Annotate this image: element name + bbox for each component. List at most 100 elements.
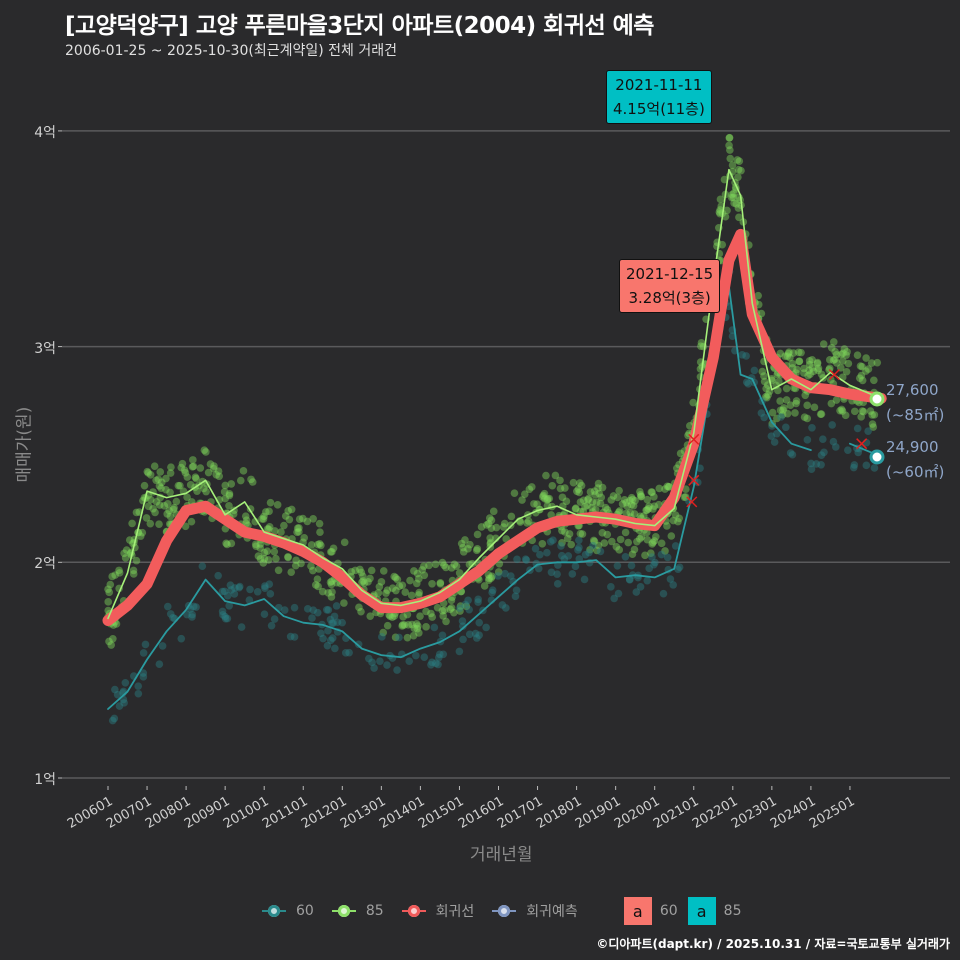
scatter-point-60 xyxy=(331,644,339,653)
scatter-point-85 xyxy=(616,535,625,544)
scatter-point-60 xyxy=(786,449,795,457)
scatter-point-85 xyxy=(627,500,636,509)
scatter-point-85 xyxy=(115,569,124,577)
scatter-point-60 xyxy=(303,605,312,613)
scatter-point-85 xyxy=(311,581,320,589)
scatter-point-85 xyxy=(562,497,571,506)
scatter-point-85 xyxy=(260,512,268,521)
scatter-point-85 xyxy=(264,556,273,564)
scatter-point-85 xyxy=(152,497,161,506)
scatter-point-85 xyxy=(140,481,149,490)
scatter-point-85 xyxy=(414,575,423,583)
scatter-point-85 xyxy=(792,397,801,405)
scatter-point-85 xyxy=(146,495,155,504)
scatter-point-60 xyxy=(253,587,262,596)
scatter-point-85 xyxy=(574,485,583,493)
max-60-callout: 2021-12-15 3.28억(3층) xyxy=(619,259,721,313)
scatter-point-85 xyxy=(202,448,210,456)
scatter-point-60 xyxy=(854,448,863,457)
scatter-point-85 xyxy=(870,411,879,419)
scatter-point-85 xyxy=(450,560,459,569)
scatter-point-60 xyxy=(192,603,200,611)
scatter-point-60 xyxy=(625,575,634,584)
pred-60-label: 24,900 (~60㎡) xyxy=(886,435,944,485)
scatter-point-60 xyxy=(280,606,289,614)
scatter-point-85 xyxy=(212,471,221,479)
scatter-point-85 xyxy=(412,579,421,588)
scatter-point-85 xyxy=(734,165,743,174)
scatter-point-60 xyxy=(828,421,836,429)
scatter-point-85 xyxy=(827,399,836,408)
scatter-point-85 xyxy=(167,463,175,471)
scatter-point-60 xyxy=(767,432,776,440)
scatter-point-85 xyxy=(388,584,397,593)
scatter-point-85 xyxy=(314,582,322,591)
scatter-point-85 xyxy=(280,521,288,530)
scatter-point-85 xyxy=(600,539,609,547)
scatter-point-85 xyxy=(457,539,466,548)
scatter-point-60 xyxy=(657,550,666,559)
scatter-point-85 xyxy=(680,493,689,502)
pred-85-label: 27,600 (~85㎡) xyxy=(886,378,944,428)
scatter-point-85 xyxy=(830,338,838,346)
scatter-point-85 xyxy=(737,166,745,175)
scatter-point-60 xyxy=(166,610,175,618)
scatter-point-85 xyxy=(299,514,307,523)
regression-line xyxy=(102,228,887,626)
scatter-point-85 xyxy=(810,403,819,412)
scatter-point-85 xyxy=(831,355,839,363)
scatter-point-85 xyxy=(477,523,486,531)
scatter-point-60 xyxy=(507,572,515,580)
scatter-point-85 xyxy=(725,141,733,150)
scatter-point-85 xyxy=(285,515,294,524)
scatter-point-85 xyxy=(652,532,660,541)
scatter-point-85 xyxy=(627,493,636,502)
scatter-point-85 xyxy=(395,582,404,590)
scatter-point-85 xyxy=(594,541,603,550)
scatter-point-85 xyxy=(447,564,456,572)
scatter-point-85 xyxy=(189,456,197,464)
scatter-point-85 xyxy=(636,487,644,496)
scatter-point-85 xyxy=(452,562,461,571)
scatter-point-60 xyxy=(338,618,346,627)
callout-value: 3.28억(3층) xyxy=(628,289,711,307)
scatter-point-85 xyxy=(375,582,384,591)
scatter-point-85 xyxy=(270,547,279,556)
scatter-point-60 xyxy=(498,601,507,609)
scatter-point-85 xyxy=(859,407,868,416)
scatter-point-85 xyxy=(486,534,494,542)
scatter-point-60 xyxy=(115,702,124,710)
scatter-point-85 xyxy=(121,554,130,562)
label-box-icon: a xyxy=(687,897,716,925)
scatter-point-85 xyxy=(603,530,612,539)
scatter-point-85 xyxy=(419,562,428,570)
scatter-point-60 xyxy=(461,600,470,609)
scatter-point-60 xyxy=(585,548,593,557)
scatter-point-85 xyxy=(723,206,731,215)
scatter-point-60 xyxy=(817,451,826,459)
scatter-point-85 xyxy=(327,548,335,556)
scatter-point-85 xyxy=(791,409,799,417)
scatter-point-85 xyxy=(813,358,822,367)
scatter-point-85 xyxy=(162,485,170,494)
scatter-point-60 xyxy=(322,605,331,614)
scatter-point-85 xyxy=(108,572,117,581)
y-tick-label: 2억 xyxy=(34,556,56,573)
scatter-point-60 xyxy=(378,633,386,641)
scatter-point-60 xyxy=(290,603,299,612)
scatter-point-85 xyxy=(204,468,213,477)
scatter-point-85 xyxy=(366,574,374,583)
scatter-point-85 xyxy=(359,577,368,585)
scatter-point-60 xyxy=(770,438,779,446)
scatter-point-85 xyxy=(360,579,369,587)
scatter-point-60 xyxy=(645,564,653,573)
scatter-point-60 xyxy=(853,424,862,433)
scatter-point-85 xyxy=(292,556,300,565)
legend-label: 60 xyxy=(296,903,314,919)
scatter-point-85 xyxy=(773,414,781,423)
scatter-point-85 xyxy=(186,481,195,489)
scatter-point-85 xyxy=(578,530,587,538)
scatter-point-60 xyxy=(341,649,350,657)
scatter-point-60 xyxy=(589,541,597,550)
scatter-point-85 xyxy=(556,476,564,485)
